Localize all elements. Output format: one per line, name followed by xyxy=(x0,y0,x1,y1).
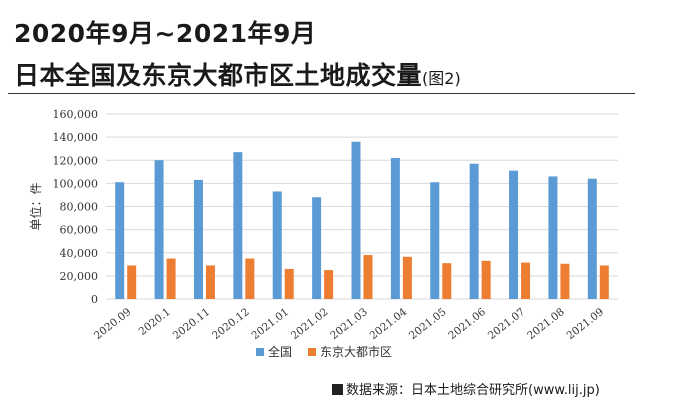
source-text: 数据来源：日本土地综合研究所(www.lij.jp) xyxy=(346,383,600,398)
bar-tokyo xyxy=(442,263,452,299)
bar-national xyxy=(430,182,440,299)
legend-label-national: 全国 xyxy=(268,344,292,359)
x-tick-label: 2020.11 xyxy=(171,306,213,342)
source-note: 数据来源：日本土地综合研究所(www.lij.jp) xyxy=(332,379,600,398)
y-tick-label: 80,000 xyxy=(60,201,99,214)
bar-tokyo xyxy=(402,256,412,299)
bar-national xyxy=(193,179,203,299)
bar-national xyxy=(272,191,282,299)
bar-tokyo xyxy=(245,258,255,299)
black-square-icon xyxy=(332,384,343,395)
x-tick-label: 2021.02 xyxy=(289,306,331,342)
y-tick-label: 120,000 xyxy=(53,154,99,167)
bar-tokyo xyxy=(205,265,215,299)
x-tick-label: 2021.09 xyxy=(565,306,607,342)
bar-national xyxy=(509,170,519,299)
y-tick-label: 0 xyxy=(91,293,98,306)
x-tick-label: 2020.09 xyxy=(92,306,134,342)
legend-swatch-tokyo xyxy=(308,348,316,356)
legend-label-tokyo: 东京大都市区 xyxy=(320,344,392,359)
x-tick-label: 2021.05 xyxy=(407,306,449,342)
figure-number: (图2) xyxy=(422,69,461,88)
x-tick-label: 2021.08 xyxy=(525,306,567,342)
y-tick-label: 160,000 xyxy=(53,108,99,121)
title-divider xyxy=(8,93,635,94)
legend-swatch-national xyxy=(256,348,264,356)
y-tick-label: 40,000 xyxy=(60,247,99,260)
x-tick-label: 2020.1 xyxy=(137,306,173,338)
y-tick-label: 60,000 xyxy=(60,224,99,237)
bar-national xyxy=(115,182,125,299)
bar-tokyo xyxy=(363,255,373,299)
x-tick-label: 2021.01 xyxy=(249,306,291,342)
bar-tokyo xyxy=(127,265,137,299)
bar-national xyxy=(469,163,479,299)
x-tick-label: 2020.12 xyxy=(210,306,252,342)
bar-national xyxy=(233,152,243,299)
bar-tokyo xyxy=(166,258,176,299)
bar-tokyo xyxy=(560,263,570,299)
bar-national xyxy=(390,157,400,299)
bar-national xyxy=(312,197,322,299)
bar-national xyxy=(154,160,164,299)
x-tick-label: 2021.03 xyxy=(328,306,370,342)
bar-tokyo xyxy=(324,270,334,299)
x-tick-label: 2021.06 xyxy=(446,306,488,342)
y-tick-label: 100,000 xyxy=(53,177,99,190)
bar-national xyxy=(351,141,361,299)
bar-national xyxy=(548,176,558,299)
bar-tokyo xyxy=(521,262,531,299)
chart-title-line1: 2020年9月~2021年9月 xyxy=(14,19,317,48)
bar-national xyxy=(587,178,597,299)
y-tick-label: 140,000 xyxy=(53,131,99,144)
chart-title-line2: 日本全国及东京大都市区土地成交量(图2) xyxy=(14,56,461,92)
x-tick-label: 2021.07 xyxy=(486,306,528,342)
y-axis-label: 单位：件 xyxy=(28,182,43,230)
chart-title-main: 日本全国及东京大都市区土地成交量 xyxy=(14,61,423,90)
bar-tokyo xyxy=(284,268,294,299)
bar-tokyo xyxy=(481,260,491,299)
x-tick-label: 2021.04 xyxy=(368,306,410,342)
bar-tokyo xyxy=(599,265,609,299)
y-tick-label: 20,000 xyxy=(60,270,99,283)
